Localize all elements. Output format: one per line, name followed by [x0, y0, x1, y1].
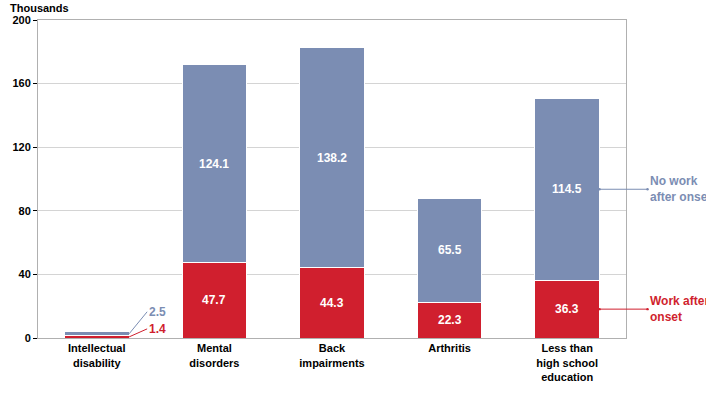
svg-text:1.4: 1.4 — [149, 322, 166, 336]
svg-text:Thousands: Thousands — [10, 2, 69, 14]
svg-text:40: 40 — [19, 268, 31, 280]
svg-text:Arthritis: Arthritis — [428, 342, 471, 354]
svg-text:Work afteronset: Work afteronset — [650, 294, 706, 324]
svg-text:114.5: 114.5 — [552, 182, 582, 196]
svg-text:22.3: 22.3 — [438, 313, 462, 327]
svg-text:Mentaldisorders: Mentaldisorders — [189, 342, 239, 368]
svg-text:47.7: 47.7 — [202, 293, 226, 307]
svg-text:200: 200 — [12, 14, 30, 26]
svg-text:65.5: 65.5 — [438, 243, 462, 257]
svg-text:36.3: 36.3 — [555, 302, 579, 316]
svg-text:124.1: 124.1 — [199, 157, 229, 171]
svg-text:Less thanhigh schooleducation: Less thanhigh schooleducation — [536, 342, 598, 383]
svg-text:120: 120 — [12, 141, 30, 153]
svg-text:44.3: 44.3 — [320, 296, 344, 310]
svg-text:Intellectualdisability: Intellectualdisability — [68, 342, 125, 368]
svg-text:160: 160 — [12, 77, 30, 89]
svg-text:0: 0 — [25, 332, 31, 344]
svg-text:80: 80 — [19, 205, 31, 217]
svg-text:2.5: 2.5 — [149, 305, 166, 319]
svg-text:138.2: 138.2 — [317, 151, 347, 165]
svg-text:Backimpairments: Backimpairments — [299, 342, 364, 368]
svg-text:No workafter onset: No workafter onset — [650, 174, 706, 204]
